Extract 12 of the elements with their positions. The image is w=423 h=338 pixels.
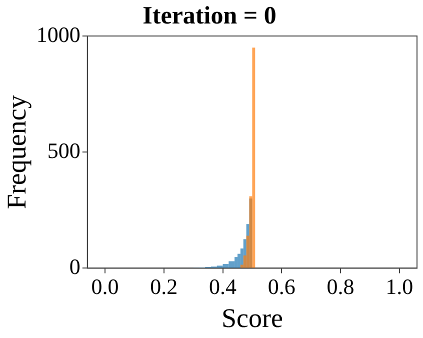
y-axis-title: Frequency — [1, 94, 32, 210]
x-axis-title: Score — [221, 302, 283, 333]
y-tick-label: 500 — [47, 138, 80, 163]
x-tick-label: 0.6 — [268, 274, 296, 300]
y-tick-label: 0 — [69, 254, 80, 279]
x-tick-label: 0.0 — [91, 274, 119, 300]
x-tick-label: 1.0 — [386, 274, 414, 300]
x-tick-label: 0.8 — [326, 274, 354, 300]
x-tick-label: 0.2 — [150, 274, 178, 300]
x-tick-label: 0.4 — [209, 274, 237, 300]
y-tick-label: 1000 — [36, 22, 80, 47]
chart-title: Iteration = 0 — [142, 2, 276, 30]
